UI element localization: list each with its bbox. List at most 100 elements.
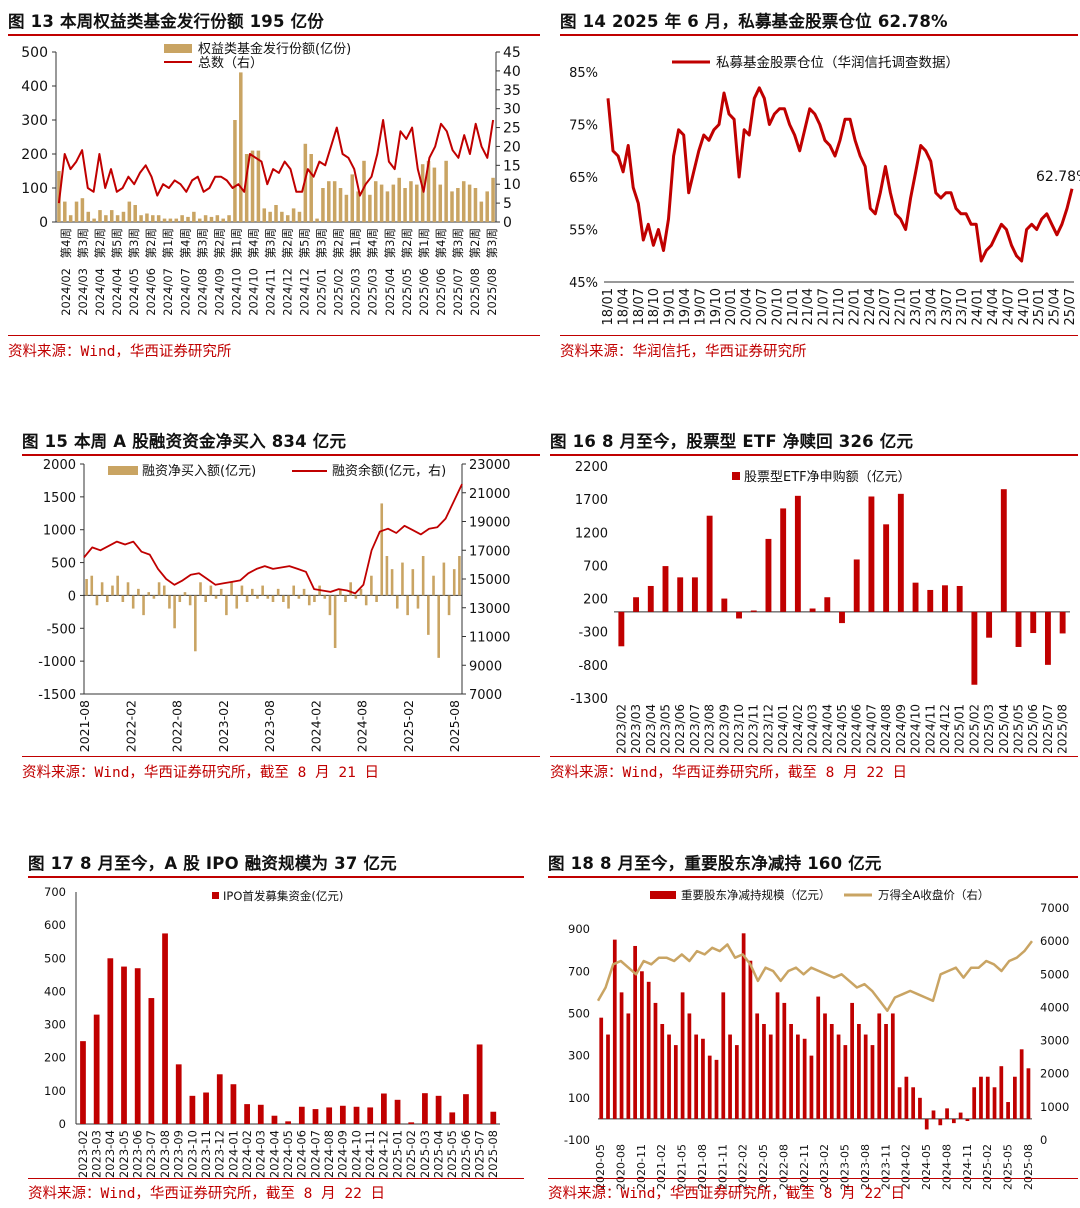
x-tick-label-month: 2025/06 (417, 268, 431, 316)
x-tick-label: 2023-02 (76, 1130, 90, 1178)
y-tick-label: 200 (21, 147, 48, 163)
bar (80, 1041, 86, 1124)
bar (972, 1087, 977, 1119)
x-tick-label: 2023/06 (673, 704, 687, 754)
x-tick-label: 2024/08 (879, 704, 893, 754)
legend-label: 权益类基金发行份额(亿份) (198, 41, 351, 57)
bar (298, 1106, 305, 1124)
bar (233, 120, 237, 222)
bar (250, 588, 254, 596)
bar (491, 177, 495, 222)
title-rule (550, 454, 1078, 456)
x-tick-label: 19/01 (663, 288, 678, 325)
y-tick-label: 600 (44, 918, 66, 932)
bottom-rule (560, 335, 1078, 336)
bar (461, 181, 466, 222)
bar (216, 1074, 223, 1124)
x-tick-label: 2025/01 (953, 704, 967, 754)
x-tick-label: 2024/06 (850, 704, 864, 754)
bar (1044, 611, 1051, 665)
bar (121, 211, 126, 222)
y-tick-label: 2200 (575, 460, 608, 475)
x-tick-label: 2024/11 (923, 704, 937, 754)
bar (162, 585, 166, 596)
x-tick-label-month: 2024/10 (229, 268, 243, 316)
x-tick-label-week: 第2周 (468, 228, 482, 258)
bar (297, 595, 301, 599)
bar (151, 215, 155, 222)
chart-fig15: -1500 -1000 -500 0 500 1000 1500 2000 7000 9000 11… (38, 458, 510, 752)
x-tick-label: 2024-06 (295, 1130, 309, 1178)
x-tick-label-month: 2024/04 (110, 268, 124, 316)
bar (662, 566, 669, 612)
bar (280, 211, 284, 222)
bar (1059, 611, 1066, 634)
bottom-rule (22, 756, 540, 757)
x-tick-label-month: 2024/06 (144, 268, 158, 316)
x-tick-label: 2024-01 (226, 1130, 240, 1178)
x-tick-label-month: 2024/07 (178, 268, 192, 316)
x-tick-label-month: 2025/03 (366, 268, 380, 316)
bar (68, 215, 73, 222)
x-tick-label: 2023/09 (717, 704, 731, 754)
x-tick-label: 2025-03 (418, 1130, 432, 1178)
bar (142, 595, 145, 616)
x-tick-label-week: 第1周 (349, 228, 363, 258)
bar (927, 589, 934, 612)
title-rule (560, 34, 1078, 36)
bar (420, 164, 425, 222)
x-tick-label: 18/10 (647, 288, 662, 325)
x-tick-label: 2024-10 (349, 1130, 363, 1178)
bar (999, 1066, 1004, 1119)
x-tick-label: 2024-12 (377, 1130, 391, 1178)
bar (618, 611, 625, 647)
bar (86, 211, 91, 222)
x-tick-label-week: 第2周 (332, 228, 346, 258)
bar (1019, 1049, 1024, 1119)
bar (707, 1055, 712, 1119)
bar (209, 585, 213, 596)
x-tick-label-week: 第1周 (161, 228, 175, 258)
bar (274, 205, 278, 222)
bar (285, 215, 290, 222)
bar (133, 205, 137, 222)
legend-label: IPO首发募集资金(亿元) (223, 889, 343, 903)
bar (789, 1024, 793, 1119)
x-tick-label: 2025-08 (447, 700, 462, 752)
x-tick-label: 2025-02 (404, 1130, 418, 1178)
bar (765, 538, 772, 612)
x-tick-label-month: 2024/11 (263, 268, 277, 316)
panel-title: 图 15 本周 A 股融资资金净买入 834 亿元 (22, 432, 347, 451)
x-tick-label-week: 第3周 (127, 228, 141, 258)
bar (868, 496, 875, 612)
legend-swatch-bar (108, 466, 138, 475)
x-tick-label: 2023/11 (747, 704, 761, 754)
bar (362, 160, 366, 222)
y2-tick-label: 2000 (1040, 1067, 1069, 1081)
bar (370, 575, 373, 596)
x-tick-label: 2024-02 (308, 700, 323, 752)
x-tick-label: 2024/04 (820, 704, 834, 754)
bar (174, 218, 179, 222)
x-tick-label: 2023-02 (216, 700, 231, 752)
y-tick-label: -300 (578, 626, 608, 641)
x-tick-label: 2025-06 (459, 1130, 473, 1178)
bar (450, 191, 454, 222)
bar (309, 154, 313, 222)
x-tick-label-week: 第3周 (383, 228, 397, 258)
bar (442, 562, 446, 596)
x-tick-label: 2024/12 (938, 704, 952, 754)
bar (836, 1034, 841, 1119)
bar (168, 218, 173, 222)
y-tick-label: 700 (568, 964, 590, 978)
bar (350, 174, 355, 222)
bar (677, 577, 684, 612)
panel-fig17: 图 17 8 月至今，A 股 IPO 融资规模为 37 亿元 0 100 200 30… (28, 848, 524, 1208)
bar (109, 210, 114, 222)
x-tick-label: 2021-08 (77, 700, 92, 752)
title-rule (548, 876, 1078, 878)
y2-tick-label: 25 (503, 121, 521, 137)
x-tick-label: 2025-05 (445, 1130, 459, 1178)
bar (344, 194, 349, 222)
bar (235, 595, 239, 609)
